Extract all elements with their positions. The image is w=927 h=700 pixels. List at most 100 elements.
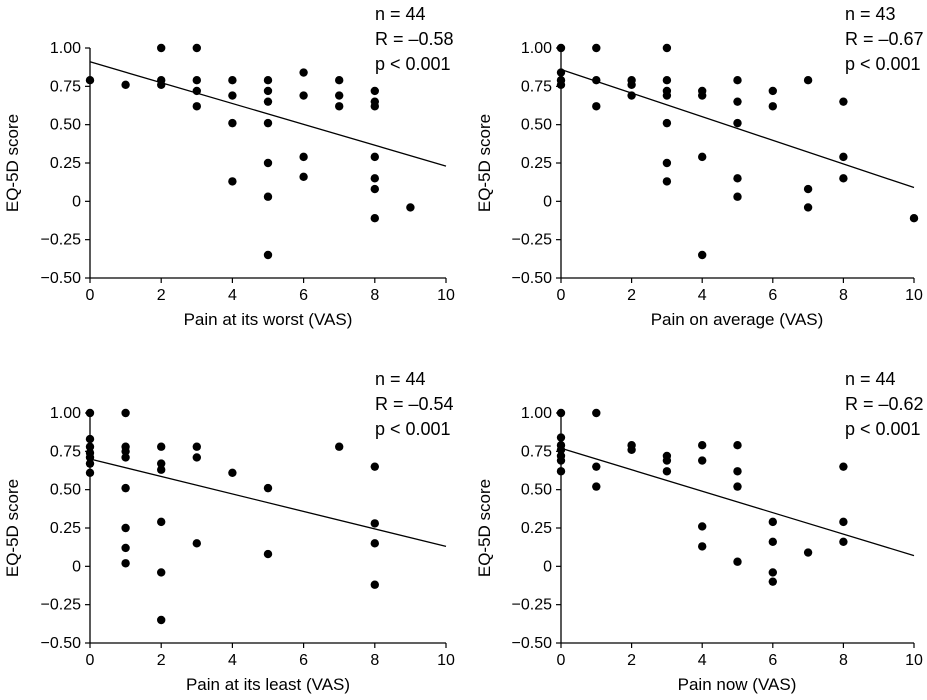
data-point — [768, 537, 777, 546]
data-point — [299, 152, 308, 162]
data-point — [370, 580, 379, 589]
data-point — [121, 80, 130, 90]
data-point — [698, 456, 707, 465]
x-axis-label: Pain on average (VAS) — [651, 310, 824, 329]
data-point — [335, 91, 344, 100]
x-axis-label: Pain at its least (VAS) — [186, 675, 350, 694]
y-tick-label: 0.50 — [50, 482, 81, 499]
data-point — [662, 177, 672, 186]
data-point — [803, 76, 813, 85]
data-point — [803, 184, 813, 194]
data-point — [157, 459, 166, 468]
y-tick-label: 0 — [72, 193, 81, 210]
y-tick-label: 0.75 — [50, 443, 81, 460]
y-tick-label: 1.00 — [50, 40, 81, 57]
data-point — [839, 537, 848, 546]
scatter-panel-1: 0 2 4 6 8 10 −0.50 −0.25 0 0.25 0.50 0.75 1.00 Pain a… — [3, 4, 455, 329]
x-tick-label: 4 — [228, 652, 237, 669]
x-tick-label: 8 — [370, 287, 379, 304]
data-point — [370, 152, 379, 162]
y-tick-label: 0.25 — [50, 520, 81, 537]
x-tick-label: 2 — [627, 652, 636, 669]
regression-line — [89, 458, 447, 548]
x-axis-label: Pain at its worst (VAS) — [184, 310, 353, 329]
y-axis-label: EQ-5D score — [3, 479, 22, 577]
x-tick-label: 2 — [157, 287, 166, 304]
data-point — [627, 445, 636, 454]
stats-annotation-line: p < 0.001 — [375, 419, 451, 439]
data-point — [768, 517, 777, 527]
x-tick-label: 6 — [299, 287, 308, 304]
y-tick-label: −0.50 — [41, 635, 82, 652]
data-point — [85, 434, 95, 444]
data-point — [85, 468, 95, 477]
data-point — [263, 86, 273, 96]
data-point — [698, 441, 707, 450]
data-point — [662, 467, 672, 476]
data-point — [698, 91, 707, 100]
data-point — [192, 102, 201, 111]
stats-annotation-line: R = –0.62 — [845, 394, 924, 414]
data-point — [592, 482, 601, 491]
data-point — [121, 523, 130, 533]
data-point — [335, 442, 344, 451]
data-point — [157, 43, 166, 53]
data-point — [592, 43, 601, 53]
data-point — [909, 214, 919, 223]
data-point — [556, 467, 566, 476]
x-tick-label: 0 — [86, 287, 95, 304]
data-point — [263, 549, 273, 559]
data-point — [662, 76, 672, 85]
data-point — [768, 102, 777, 111]
stats-annotation-line: n = 43 — [845, 4, 896, 24]
y-tick-label: 0.75 — [50, 78, 81, 95]
x-tick-label: 2 — [157, 652, 166, 669]
data-point — [85, 453, 95, 462]
data-point — [733, 467, 742, 476]
x-axis-label: Pain now (VAS) — [678, 675, 797, 694]
y-tick-label: 1.00 — [521, 40, 552, 57]
y-tick-label: 0.50 — [521, 117, 552, 134]
x-tick-label: 8 — [370, 652, 379, 669]
data-point — [768, 577, 777, 586]
data-point — [592, 76, 601, 85]
data-point — [263, 158, 273, 168]
y-tick-label: 0 — [543, 193, 552, 210]
data-point — [299, 68, 308, 77]
data-point — [556, 456, 566, 465]
data-point — [370, 539, 379, 548]
y-tick-label: 1.00 — [521, 405, 552, 422]
y-tick-label: −0.50 — [512, 635, 553, 652]
scatter-panel-3: 0 2 4 6 8 10 −0.50 −0.25 0 0.25 0.50 0.75 1.00 Pain a… — [3, 369, 455, 694]
data-point — [157, 517, 166, 527]
x-tick-label: 10 — [905, 287, 923, 304]
data-point — [157, 465, 166, 474]
data-point — [121, 408, 130, 418]
data-point — [733, 97, 742, 106]
stats-annotation-line: p < 0.001 — [845, 54, 921, 74]
data-point — [157, 615, 166, 625]
stats-annotation-line: n = 44 — [375, 369, 426, 389]
data-point — [121, 447, 130, 456]
y-tick-label: 0.50 — [521, 482, 552, 499]
data-point — [839, 152, 848, 162]
data-point — [121, 559, 130, 568]
data-point — [768, 568, 777, 577]
y-tick-label: 0.75 — [521, 78, 552, 95]
regression-line — [89, 61, 447, 167]
data-point — [839, 97, 848, 106]
x-tick-label: 0 — [557, 652, 566, 669]
data-point — [192, 539, 201, 548]
data-point — [733, 482, 742, 491]
data-point — [556, 80, 566, 90]
data-point — [228, 118, 237, 128]
data-point — [733, 441, 742, 450]
data-point — [556, 445, 566, 454]
data-point — [662, 158, 672, 168]
data-point — [335, 102, 344, 111]
data-point — [662, 91, 672, 100]
y-tick-label: −0.25 — [41, 232, 82, 249]
x-tick-label: 10 — [437, 287, 455, 304]
y-tick-label: −0.50 — [512, 270, 553, 287]
